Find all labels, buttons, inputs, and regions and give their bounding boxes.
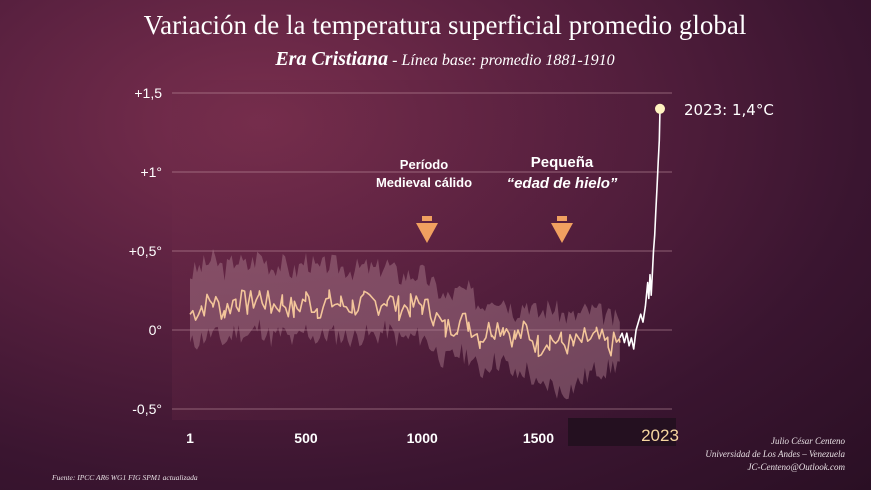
- author-credits: Julio César Centeno Universidad de Los A…: [705, 435, 845, 474]
- x-tick-label: 1: [186, 430, 194, 446]
- y-tick-label: +1°: [140, 164, 162, 180]
- reconstruction-line: [189, 289, 621, 358]
- instrumental-line: [619, 108, 661, 350]
- chart-subtitle: Era Cristiana - Línea base: promedio 188…: [0, 48, 871, 71]
- medieval-label-line1: Período: [400, 157, 448, 172]
- author-email: JC-Centeno@Outlook.com: [747, 462, 845, 472]
- author-name: Julio César Centeno: [771, 436, 845, 446]
- endpoint-label: 2023: 1,4°C: [684, 101, 774, 119]
- ice-age-label-line1: Pequeña: [531, 154, 594, 171]
- y-tick-label: +0,5°: [129, 243, 162, 259]
- uncertainty-band: [190, 248, 620, 400]
- source-note: Fuente: IPCC AR6 WG1 FIG SPM1 actualizad…: [52, 473, 198, 482]
- x-tick-label: 1000: [407, 430, 438, 446]
- ice-age-label-line2: “edad de hielo”: [507, 175, 618, 192]
- down-arrow-icon: [551, 216, 573, 243]
- y-tick-label: 0°: [149, 322, 162, 338]
- endpoint-marker: [655, 103, 665, 114]
- x-tick-label: 1500: [523, 430, 554, 446]
- x-tick-label: 2023: [641, 426, 679, 445]
- down-arrow-icon: [416, 216, 438, 243]
- medieval-label-line2: Medieval cálido: [376, 175, 472, 190]
- subtitle-baseline: - Línea base: promedio 1881-1910: [388, 52, 615, 69]
- gridlines: [172, 92, 672, 410]
- chart-title: Variación de la temperatura superficial …: [143, 10, 747, 40]
- plot-area: [172, 80, 672, 420]
- author-university: Universidad de Los Andes – Venezuela: [705, 449, 845, 459]
- x-tick-label: 500: [294, 430, 318, 446]
- x-axis-ticks: 1 500 1000 1500 2023: [186, 426, 679, 446]
- y-axis-ticks: +1,5 +1° +0,5° 0° -0,5°: [129, 85, 162, 417]
- y-tick-label: +1,5: [134, 85, 162, 101]
- subtitle-era: Era Cristiana: [275, 48, 389, 70]
- year-2023-panel: [568, 418, 676, 446]
- y-tick-label: -0,5°: [132, 401, 162, 417]
